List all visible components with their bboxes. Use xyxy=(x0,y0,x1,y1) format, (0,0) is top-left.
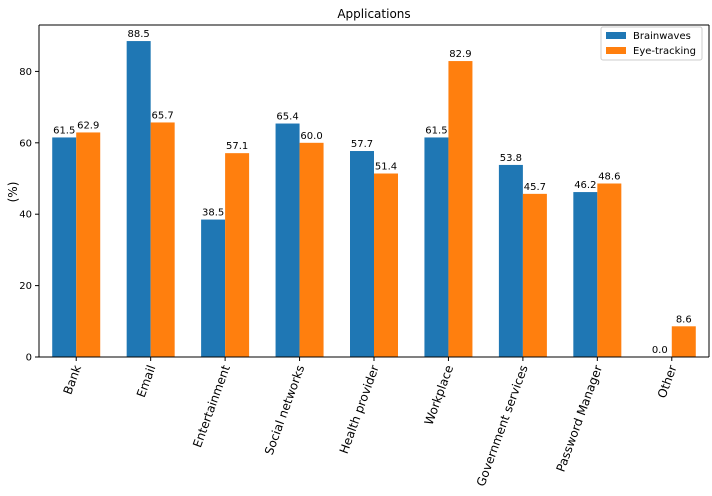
value-label-brainwaves-8: 46.2 xyxy=(574,180,596,191)
y-tick-label-0: 0 xyxy=(26,353,32,364)
legend-swatch-1 xyxy=(606,32,626,39)
bar-eye-tracking-5 xyxy=(374,173,398,357)
value-label-brainwaves-1: 61.5 xyxy=(53,125,75,136)
value-label-eye-tracking-6: 82.9 xyxy=(449,49,471,60)
value-label-eye-tracking-2: 65.7 xyxy=(152,110,174,121)
value-label-brainwaves-2: 88.5 xyxy=(128,29,150,40)
x-tick-label-3: Entertainment xyxy=(190,363,233,449)
bar-eye-tracking-8 xyxy=(597,183,622,357)
value-label-eye-tracking-9: 8.6 xyxy=(676,314,692,325)
bar-brainwaves-3 xyxy=(201,219,226,357)
bar-eye-tracking-6 xyxy=(448,61,473,358)
x-tick-label-1: Bank xyxy=(61,363,84,396)
legend-label-2: Eye-tracking xyxy=(633,46,696,57)
legend-frame xyxy=(600,26,703,61)
y-tick-label-40: 40 xyxy=(19,210,32,221)
bar-brainwaves-7 xyxy=(498,164,523,357)
legend-swatch-2 xyxy=(606,47,626,54)
y-tick-label-60: 60 xyxy=(19,138,32,149)
value-label-brainwaves-7: 53.8 xyxy=(500,153,522,164)
bar-brainwaves-5 xyxy=(350,151,374,357)
x-tick-label-8: Password Manager xyxy=(554,363,606,474)
bar-brainwaves-2 xyxy=(126,41,151,358)
x-tick-label-6: Workplace xyxy=(422,363,457,427)
bar-eye-tracking-3 xyxy=(225,153,250,357)
value-label-eye-tracking-5: 51.4 xyxy=(375,162,397,173)
value-label-brainwaves-6: 61.5 xyxy=(425,125,447,136)
value-label-brainwaves-4: 65.4 xyxy=(276,112,298,123)
x-tick-label-9: Other xyxy=(655,363,680,400)
bar-brainwaves-1 xyxy=(52,137,77,357)
bar-brainwaves-4 xyxy=(275,123,300,357)
bar-eye-tracking-7 xyxy=(522,193,547,357)
bar-eye-tracking-9 xyxy=(671,326,696,357)
value-label-eye-tracking-7: 45.7 xyxy=(524,182,546,193)
value-label-brainwaves-3: 38.5 xyxy=(202,208,224,219)
value-label-eye-tracking-3: 57.1 xyxy=(226,141,248,152)
value-label-eye-tracking-4: 60.0 xyxy=(300,131,322,142)
value-label-eye-tracking-1: 62.9 xyxy=(77,120,99,131)
x-tick-label-2: Email xyxy=(134,363,159,399)
value-label-brainwaves-9: 0.0 xyxy=(652,345,668,356)
chart-title: Applications xyxy=(337,7,410,21)
bar-eye-tracking-1 xyxy=(76,132,101,357)
y-tick-label-20: 20 xyxy=(19,281,32,292)
plot-area: 61.5 88.5 38.5 65.4 57.7 61.5 53.8 46.2 0.0 62.9 6… xyxy=(19,24,710,488)
legend-label-1: Brainwaves xyxy=(633,31,691,42)
y-axis-label: (%) xyxy=(6,182,20,203)
x-tick-label-5: Health provider xyxy=(337,363,382,455)
bar-eye-tracking-2 xyxy=(150,122,175,358)
bar-brainwaves-8 xyxy=(573,192,598,357)
y-tick-label-80: 80 xyxy=(19,67,32,78)
value-label-brainwaves-5: 57.7 xyxy=(351,139,373,150)
x-tick-label-7: Government services xyxy=(474,363,531,488)
bar-brainwaves-6 xyxy=(424,137,449,357)
value-label-eye-tracking-8: 48.6 xyxy=(598,172,620,183)
legend: Brainwaves Eye-tracking xyxy=(600,26,703,61)
x-tick-label-4: Social networks xyxy=(262,363,307,456)
bar-eye-tracking-4 xyxy=(299,142,324,357)
